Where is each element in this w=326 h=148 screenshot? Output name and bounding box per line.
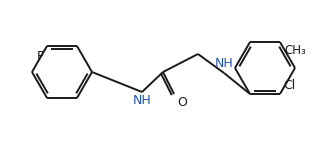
Text: CH₃: CH₃ bbox=[284, 44, 306, 57]
Text: Cl: Cl bbox=[283, 79, 295, 92]
Text: F: F bbox=[37, 50, 44, 63]
Text: O: O bbox=[177, 96, 187, 109]
Text: NH: NH bbox=[133, 94, 151, 107]
Text: NH: NH bbox=[215, 57, 233, 70]
